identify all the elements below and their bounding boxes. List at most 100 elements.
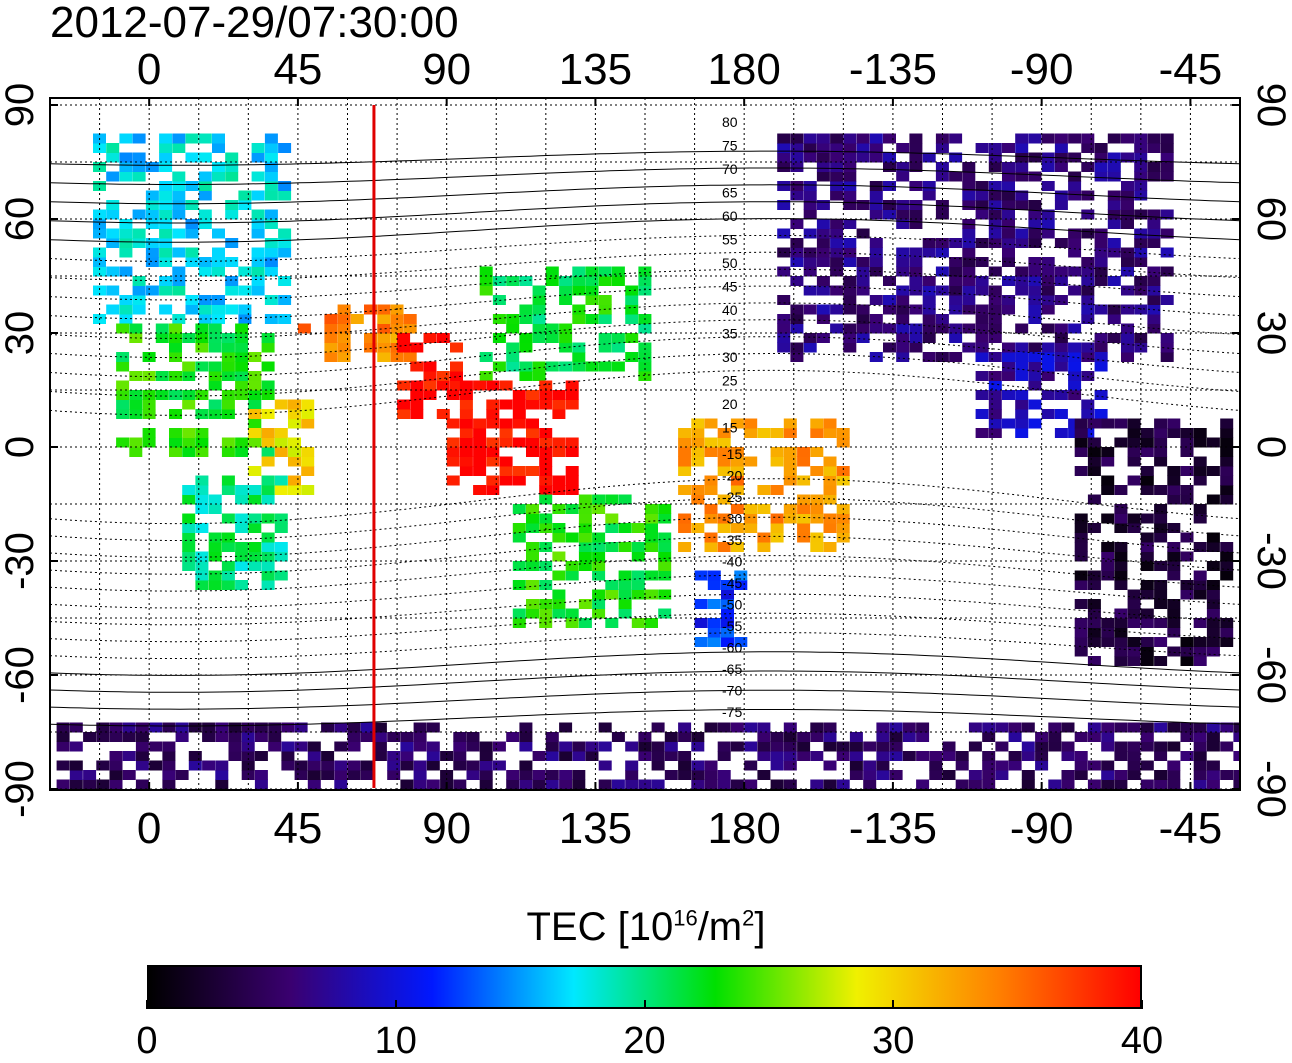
tec-cell: [803, 152, 817, 163]
tec-cell: [281, 760, 295, 771]
tec-cell: [506, 314, 520, 324]
tec-cell: [975, 342, 989, 353]
tec-cell: [552, 475, 566, 486]
tec-cell: [823, 485, 837, 495]
tec-cell: [717, 722, 731, 733]
tec-cell: [803, 266, 817, 277]
tec-cell: [278, 276, 292, 286]
tec-cell: [387, 770, 401, 780]
tec-cell: [1028, 352, 1042, 362]
tec-cell: [869, 247, 883, 258]
tec-cell: [208, 361, 222, 372]
tec-cell: [119, 171, 133, 182]
tec-cell: [1154, 599, 1168, 609]
tec-cell: [1074, 646, 1088, 657]
tec-cell: [119, 238, 133, 248]
tec-cell: [1041, 276, 1055, 286]
tec-cell: [1180, 751, 1194, 761]
tec-cell: [1015, 200, 1029, 210]
tec-cell: [1134, 171, 1148, 182]
tec-cell: [704, 760, 718, 771]
tec-cell: [1127, 722, 1141, 733]
tec-cell: [135, 732, 149, 742]
tec-cell: [1180, 722, 1194, 733]
tec-cell: [198, 171, 212, 182]
tec-cell: [1015, 371, 1029, 381]
tec-cell: [446, 390, 460, 400]
tec-cell: [116, 380, 130, 391]
tec-cell: [185, 181, 199, 191]
tec-cell: [1028, 266, 1042, 277]
tec-cell: [307, 770, 321, 780]
contour-label: 25: [722, 373, 738, 389]
tec-region-se-asia: [446, 380, 579, 495]
tec-cell: [423, 361, 437, 372]
tec-cell: [1121, 333, 1134, 343]
tec-cell: [1002, 257, 1015, 267]
tec-cell: [1193, 779, 1207, 790]
tec-cell: [988, 418, 1002, 429]
tec-cell: [122, 732, 136, 742]
tec-cell: [611, 732, 625, 742]
tec-cell: [1107, 200, 1121, 210]
tec-cell: [572, 770, 586, 780]
tec-cell: [605, 589, 619, 600]
tec-cell: [198, 190, 212, 201]
tec-cell: [843, 342, 857, 353]
tec-cell: [1068, 323, 1082, 334]
tec-cell: [1074, 551, 1088, 562]
tec-cell: [949, 133, 963, 144]
tec-cell: [876, 770, 890, 780]
colorbar-tick: [892, 1000, 895, 1009]
tec-cell: [995, 770, 1009, 780]
tec-cell: [830, 238, 844, 248]
tec-cell: [278, 181, 292, 191]
tec-cell: [1140, 646, 1154, 657]
magnetic-contour: [50, 709, 1240, 727]
tec-cell: [532, 304, 546, 315]
tec-cell: [962, 162, 976, 172]
tec-cell: [988, 314, 1002, 324]
tec-cell: [797, 751, 811, 761]
magnetic-contour: [50, 497, 1240, 541]
tec-cell: [1028, 361, 1042, 372]
tec-cell: [797, 456, 811, 467]
tec-cell: [651, 751, 665, 761]
tec-cell: [56, 722, 70, 733]
tec-cell: [109, 732, 123, 742]
tec-cell: [611, 361, 625, 372]
tec-cell: [1167, 428, 1181, 438]
tec-cell: [519, 770, 533, 780]
tec-cell: [611, 266, 625, 277]
tec-cell: [188, 751, 202, 761]
tec-cell: [605, 513, 619, 524]
tec-cell: [1081, 228, 1095, 239]
tec-cell: [512, 475, 526, 486]
tec-cell: [935, 352, 949, 362]
tec-cell: [215, 779, 229, 790]
tec-cell: [364, 304, 377, 315]
tec-cell: [288, 447, 301, 457]
tec-cell: [185, 304, 199, 315]
tec-cell: [212, 304, 225, 315]
tec-cell: [132, 152, 146, 163]
tec-cell: [707, 637, 721, 647]
tec-cell: [730, 504, 744, 514]
tec-cell: [1114, 504, 1128, 514]
tec-cell: [142, 371, 156, 381]
tec-cell: [172, 171, 186, 182]
tec-cell: [360, 722, 374, 733]
tec-cell: [1114, 418, 1128, 429]
y-label-right: 0: [1249, 436, 1292, 458]
tec-cell: [1074, 570, 1088, 581]
tec-cell: [1015, 323, 1029, 334]
tec-cell: [704, 770, 718, 780]
tec-cell: [278, 314, 292, 324]
tec-cell: [1002, 304, 1015, 315]
tec-cell: [1140, 618, 1154, 628]
tec-cell: [1147, 285, 1161, 296]
tec-cell: [324, 352, 338, 362]
tec-cell: [307, 779, 321, 790]
tec-cell: [268, 741, 282, 752]
tec-cell: [1101, 741, 1115, 752]
